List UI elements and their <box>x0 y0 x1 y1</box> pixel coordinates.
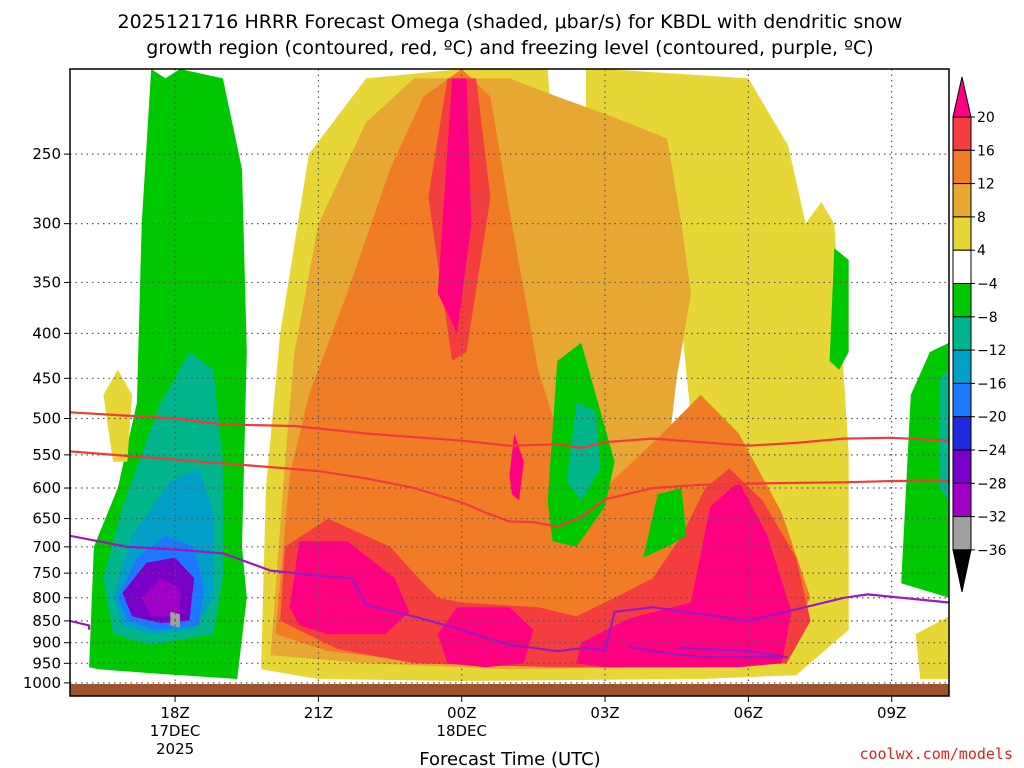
colorbar-label-13: −36 <box>977 543 1007 559</box>
x-tick-label-06Z-0: 06Z <box>734 704 763 722</box>
colorbar-swatch-1 <box>952 116 972 151</box>
colorbar-label-12: −32 <box>977 510 1007 526</box>
y-tick-label-250: 250 <box>32 145 61 163</box>
omega-region-21 <box>566 402 601 501</box>
colorbar-label-9: −20 <box>977 410 1007 426</box>
y-tick-label-600: 600 <box>32 479 61 497</box>
y-axis-ticks: 250 300 350 400 450 500 550 600 650 700 750 800 850 9… <box>23 145 70 692</box>
colorbar-swatch-5 <box>952 249 972 284</box>
colorbar-swatch-2 <box>952 149 972 185</box>
contours <box>70 411 949 659</box>
colorbar-swatch-3 <box>952 183 972 218</box>
colorbar-swatch-11 <box>952 449 972 484</box>
y-tick-label-850: 850 <box>32 612 61 630</box>
y-tick-label-500: 500 <box>32 409 61 427</box>
x-tick-label-18Z-0: 18Z <box>160 704 189 722</box>
colorbar-swatch-9 <box>952 382 972 418</box>
omega-region-26 <box>141 578 180 617</box>
x-tick-label-18Z-2: 2025 <box>156 740 194 758</box>
x-tick-label-21Z-0: 21Z <box>304 704 333 722</box>
omega-region-17 <box>643 488 687 558</box>
y-tick-label-800: 800 <box>32 589 61 607</box>
omega-region-12 <box>437 78 472 334</box>
x-tick-label-00Z-1: 18DEC <box>436 722 487 740</box>
y-tick-label-1000: 1000 <box>23 674 61 692</box>
colorbar-swatch-6 <box>952 283 972 318</box>
colorbar-swatch-0 <box>952 76 972 118</box>
y-tick-label-350: 350 <box>32 273 61 291</box>
y-tick-label-750: 750 <box>32 564 61 582</box>
chart-title-line2: growth region (contoured, red, ºC) and f… <box>146 37 873 59</box>
colorbar-label-1: 16 <box>977 143 995 159</box>
y-tick-label-300: 300 <box>32 215 61 233</box>
x-tick-label-09Z-0: 09Z <box>877 704 906 722</box>
grid <box>70 69 949 696</box>
omega-region-9 <box>289 541 410 635</box>
colorbar-label-6: −8 <box>977 310 998 326</box>
colorbar-label-4: 4 <box>977 243 986 259</box>
colorbar-label-0: 20 <box>977 110 995 126</box>
y-tick-label-950: 950 <box>32 654 61 672</box>
colorbar-label-11: −28 <box>977 476 1007 492</box>
chart-title-line1: 2025121716 HRRR Forecast Omega (shaded, … <box>118 11 903 33</box>
y-tick-label-450: 450 <box>32 369 61 387</box>
omega-region-22 <box>939 369 949 501</box>
colorbar-swatch-13 <box>952 516 972 551</box>
omega-region-11 <box>576 481 792 668</box>
colorbar-label-5: −4 <box>977 277 998 293</box>
colorbar-label-7: −12 <box>977 343 1007 359</box>
colorbar-label-3: 8 <box>977 210 986 226</box>
y-tick-label-900: 900 <box>32 634 61 652</box>
dgz-contour-0 <box>70 411 949 449</box>
colorbar-swatch-4 <box>952 216 972 251</box>
freezing-contour-0 <box>70 534 587 653</box>
y-tick-label-400: 400 <box>32 324 61 342</box>
freezing-contour-1 <box>585 593 949 653</box>
x-tick-label-03Z-0: 03Z <box>590 704 619 722</box>
omega-shading <box>89 69 949 681</box>
credit-text[interactable]: coolwx.com/models <box>859 745 1013 763</box>
ground-strip <box>70 684 949 696</box>
y-tick-label-650: 650 <box>32 510 61 528</box>
y-tick-label-550: 550 <box>32 446 61 464</box>
colorbar-label-2: 12 <box>977 177 995 193</box>
y-tick-label-700: 700 <box>32 538 61 556</box>
colorbar-swatch-14 <box>952 549 972 593</box>
colorbar-swatch-8 <box>952 349 972 384</box>
dgz-contour-1 <box>70 450 949 528</box>
colorbar-swatch-10 <box>952 416 972 451</box>
ground-layer <box>70 684 949 696</box>
freezing-contour-2 <box>628 645 788 659</box>
colorbar: 20 16 12 8 4 −4 −8 −12 −16 −20 −24 −28 −32 −36 <box>952 76 1007 593</box>
omega-region-14 <box>681 629 696 660</box>
x-tick-label-18Z-1: 17DEC <box>150 722 201 740</box>
omega-region-13 <box>509 433 524 501</box>
colorbar-swatch-12 <box>952 482 972 518</box>
colorbar-label-10: −24 <box>977 443 1007 459</box>
x-tick-label-00Z-0: 00Z <box>447 704 476 722</box>
x-axis-label: Forecast Time (UTC) <box>419 749 600 768</box>
omega-region-19 <box>829 248 849 370</box>
plot-frame <box>69 68 950 697</box>
colorbar-swatch-7 <box>952 316 972 351</box>
freezing-contour-3 <box>70 619 91 630</box>
colorbar-label-8: −16 <box>977 376 1007 392</box>
omega-region-4 <box>762 69 825 224</box>
omega-region-18 <box>901 342 949 598</box>
